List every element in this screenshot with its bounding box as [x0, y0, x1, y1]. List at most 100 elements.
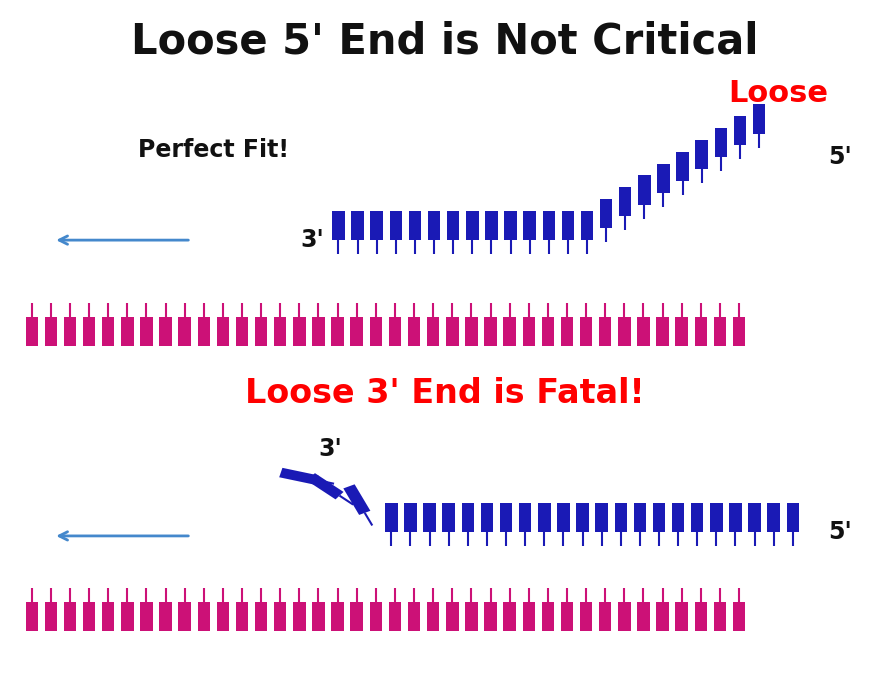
Bar: [404, 503, 417, 532]
Bar: [485, 211, 498, 240]
Bar: [332, 317, 344, 346]
Bar: [102, 602, 115, 631]
Bar: [447, 211, 460, 240]
Bar: [274, 602, 286, 631]
Bar: [614, 503, 627, 532]
Bar: [557, 503, 570, 532]
Bar: [676, 602, 688, 631]
Bar: [197, 602, 210, 631]
Bar: [561, 602, 573, 631]
Bar: [657, 164, 669, 193]
Bar: [159, 317, 172, 346]
Bar: [255, 602, 268, 631]
Bar: [385, 503, 397, 532]
Bar: [524, 211, 536, 240]
Bar: [753, 104, 765, 134]
Bar: [562, 211, 574, 240]
Bar: [500, 503, 512, 532]
Bar: [519, 503, 532, 532]
Bar: [140, 317, 153, 346]
Bar: [618, 317, 630, 346]
Bar: [541, 317, 554, 346]
Bar: [729, 503, 741, 532]
Text: Loose: Loose: [728, 79, 828, 109]
Bar: [307, 473, 343, 500]
Bar: [733, 602, 745, 631]
Bar: [523, 602, 535, 631]
Bar: [581, 211, 593, 240]
Bar: [733, 317, 745, 346]
Bar: [350, 317, 363, 346]
Text: Perfect Fit!: Perfect Fit!: [138, 138, 289, 161]
Bar: [710, 503, 723, 532]
Bar: [428, 211, 440, 240]
Bar: [677, 152, 689, 181]
Bar: [44, 317, 57, 346]
Bar: [656, 602, 669, 631]
Bar: [637, 602, 650, 631]
Bar: [446, 317, 459, 346]
Bar: [465, 602, 477, 631]
Bar: [637, 317, 650, 346]
Bar: [580, 602, 592, 631]
Bar: [179, 602, 191, 631]
Bar: [121, 317, 133, 346]
Bar: [619, 187, 631, 216]
Bar: [638, 175, 651, 205]
Bar: [255, 317, 268, 346]
Bar: [596, 503, 608, 532]
Bar: [423, 503, 436, 532]
Bar: [83, 317, 95, 346]
Bar: [715, 128, 727, 157]
Bar: [217, 317, 229, 346]
Bar: [217, 602, 229, 631]
Text: Loose 5' End is Not Critical: Loose 5' End is Not Critical: [131, 21, 758, 63]
Bar: [733, 116, 746, 145]
Bar: [676, 317, 688, 346]
Bar: [408, 602, 420, 631]
Text: 5': 5': [829, 145, 852, 168]
Bar: [538, 503, 550, 532]
Bar: [542, 211, 555, 240]
Text: 3': 3': [318, 437, 342, 461]
Bar: [485, 602, 497, 631]
Text: 5': 5': [829, 521, 852, 544]
Bar: [481, 503, 493, 532]
Bar: [371, 211, 383, 240]
Bar: [370, 317, 382, 346]
Bar: [504, 211, 517, 240]
Bar: [427, 602, 439, 631]
Bar: [293, 317, 306, 346]
Bar: [389, 211, 402, 240]
Bar: [343, 484, 371, 515]
Bar: [599, 602, 612, 631]
Bar: [236, 602, 248, 631]
Bar: [293, 602, 306, 631]
Bar: [618, 602, 630, 631]
Bar: [64, 602, 76, 631]
Bar: [600, 199, 613, 228]
Bar: [787, 503, 799, 532]
Bar: [236, 317, 248, 346]
Bar: [408, 317, 420, 346]
Bar: [541, 602, 554, 631]
Bar: [672, 503, 685, 532]
Bar: [443, 503, 455, 532]
Bar: [576, 503, 589, 532]
Bar: [634, 503, 646, 532]
Bar: [312, 317, 324, 346]
Bar: [485, 317, 497, 346]
Bar: [279, 468, 318, 485]
Bar: [691, 503, 703, 532]
Bar: [274, 317, 286, 346]
Bar: [159, 602, 172, 631]
Bar: [121, 602, 133, 631]
Bar: [714, 317, 726, 346]
Bar: [653, 503, 665, 532]
Bar: [503, 317, 516, 346]
Bar: [388, 317, 401, 346]
Bar: [694, 317, 707, 346]
Bar: [466, 211, 478, 240]
Bar: [749, 503, 761, 532]
Bar: [332, 211, 345, 240]
